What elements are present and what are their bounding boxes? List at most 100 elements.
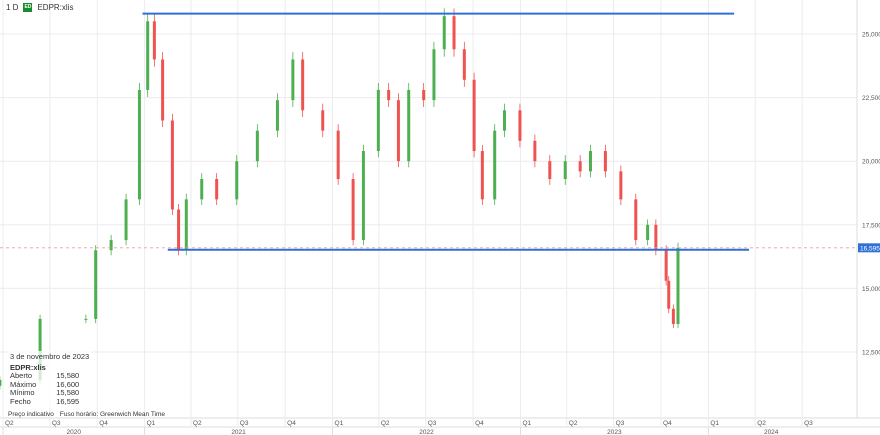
value: 16,600	[56, 379, 80, 389]
candle-body	[109, 240, 113, 251]
candle-body	[422, 89, 426, 101]
x-quarter-label: Q4	[475, 420, 484, 427]
x-year-label: 2023	[607, 429, 622, 435]
ohlc-info-panel: 3 de novembro de 2023 EDPR:xlis Aberto 15…	[8, 351, 92, 407]
chart-footer: Preço indicativo Fuso horário: Greenwich…	[8, 411, 165, 419]
candle-body	[361, 151, 365, 241]
y-tick-label: 25,000	[862, 32, 880, 39]
candle-body	[177, 209, 181, 251]
candle-body	[351, 179, 355, 241]
x-year-label: 2021	[231, 429, 246, 435]
value: 15,580	[56, 371, 80, 380]
x-year-label: 2020	[67, 429, 82, 435]
y-tick-label: 12,500	[862, 350, 880, 357]
x-quarter-label: Q4	[663, 420, 672, 427]
candle-body	[603, 151, 607, 172]
candle-body	[215, 179, 219, 200]
x-quarter-label: Q3	[52, 420, 61, 427]
x-quarter-label: Q2	[193, 420, 202, 427]
candle-body	[646, 224, 650, 241]
symbol-label[interactable]: EDPR:xlis	[37, 3, 74, 12]
candle-body	[38, 318, 42, 380]
candle-body	[255, 130, 259, 162]
info-row-high: Máximo 16,600	[10, 379, 80, 390]
chart-header: 1 D ED EDPR:xlis	[6, 3, 73, 12]
last-price-tag	[858, 243, 880, 253]
candle-body	[124, 199, 128, 241]
y-tick-label: 15,000	[862, 286, 880, 293]
candle-body	[563, 161, 567, 180]
candle-body	[94, 250, 98, 319]
candle-body	[407, 89, 411, 162]
candle-body	[432, 49, 436, 101]
last-price-label: 16,595	[860, 245, 880, 252]
candle-body	[321, 110, 325, 131]
candle-body	[396, 100, 400, 162]
candle-body	[291, 59, 295, 101]
x-quarter-label: Q2	[381, 420, 390, 427]
candle-body	[667, 280, 671, 309]
x-quarter-label: Q2	[569, 420, 578, 427]
value: 15,580	[56, 388, 80, 397]
interval-label[interactable]: 1 D	[6, 3, 19, 12]
candle-body	[533, 140, 537, 162]
x-quarter-label: Q1	[710, 420, 719, 427]
symbol-logo-icon: ED	[23, 3, 33, 12]
y-axis: 12,500 15,000 17,500 20,000 22,500 25,000 16,5…	[858, 32, 880, 357]
candle-body	[336, 130, 340, 180]
label: Fecho	[10, 396, 31, 406]
candle-body	[376, 89, 380, 152]
x-quarter-label: Q2	[757, 420, 766, 427]
x-quarter-label: Q1	[335, 420, 344, 427]
candle-body	[578, 161, 582, 172]
candle-body	[518, 110, 522, 141]
x-quarter-label: Q4	[287, 420, 296, 427]
timezone-note: Fuso horário: Greenwich Mean Time	[59, 411, 166, 418]
candle-body	[671, 308, 675, 325]
x-year-label: 2024	[764, 429, 779, 435]
label: Aberto	[10, 371, 33, 380]
candle-body	[137, 89, 141, 200]
x-quarter-label: Q2	[5, 420, 14, 427]
candle-body	[184, 199, 188, 251]
candle-body	[472, 79, 476, 152]
x-axis: Q2 Q3 Q4 Q1 Q2 Q3 Q4 Q1 Q2 Q3 Q4 Q1 Q2 Q3 Q4 Q1 Q2 Q3 2020…	[2, 420, 813, 435]
info-symbol: EDPR:xlis	[10, 363, 46, 372]
candle-body	[664, 250, 668, 281]
candle-body	[170, 120, 174, 210]
x-quarter-label: Q3	[240, 420, 249, 427]
candle-body	[493, 130, 497, 200]
candle-body	[676, 247, 680, 325]
x-quarter-label: Q3	[804, 420, 813, 427]
candle-body	[387, 89, 391, 101]
label: Mínimo	[10, 388, 35, 397]
info-date: 3 de novembro de 2023	[10, 352, 90, 361]
indicative-price-note: Preço indicativo	[8, 411, 54, 418]
candle-body	[235, 161, 239, 200]
trendlines[interactable]	[0, 12, 857, 251]
candle-body	[275, 100, 279, 131]
x-quarter-label: Q3	[428, 420, 437, 427]
x-quarter-label: Q1	[522, 420, 531, 427]
info-row-open: Aberto 15,580	[10, 371, 80, 381]
x-quarter-label: Q3	[616, 420, 625, 427]
candle-body	[200, 179, 204, 200]
candle-body	[502, 110, 506, 131]
candle-body	[301, 59, 305, 111]
candle-body	[548, 161, 552, 180]
y-tick-label: 17,500	[862, 222, 880, 229]
candle-body	[161, 59, 165, 121]
x-quarter-label: Q4	[99, 420, 108, 427]
x-quarter-label: Q1	[147, 420, 156, 427]
info-row-low: Mínimo 15,580	[10, 388, 80, 398]
y-tick-label: 20,000	[862, 159, 880, 166]
candle-body	[619, 171, 623, 200]
candle-body	[634, 199, 638, 241]
x-year-label: 2022	[419, 429, 434, 435]
candle-body	[452, 16, 456, 50]
value: 16,595	[56, 396, 80, 406]
candle-body	[588, 151, 592, 172]
candle-body	[0, 379, 2, 386]
